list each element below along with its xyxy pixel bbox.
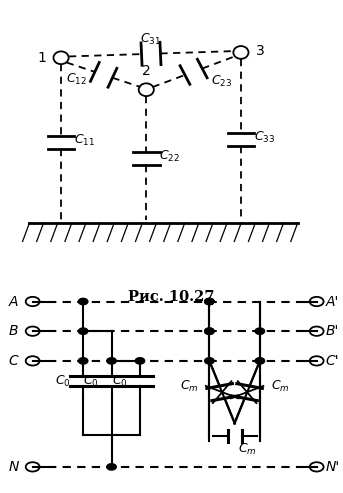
Circle shape [205, 328, 214, 334]
Text: $C_0$: $C_0$ [111, 374, 127, 388]
Circle shape [135, 358, 145, 364]
Text: 3: 3 [256, 44, 264, 58]
Text: C': C' [326, 354, 339, 368]
Text: $C_{31}$: $C_{31}$ [141, 32, 162, 47]
Text: B': B' [326, 324, 339, 338]
Text: Рис. 10.27: Рис. 10.27 [128, 290, 215, 304]
Text: A: A [9, 294, 19, 309]
Text: B: B [9, 324, 19, 338]
Text: 1: 1 [38, 51, 47, 65]
Text: $C_m$: $C_m$ [238, 442, 257, 458]
Text: $C_{22}$: $C_{22}$ [159, 149, 180, 164]
Circle shape [79, 298, 88, 305]
Text: C: C [9, 354, 19, 368]
Text: $C_0$: $C_0$ [83, 374, 99, 388]
Text: $C_{33}$: $C_{33}$ [254, 130, 275, 145]
Circle shape [79, 358, 88, 364]
Text: $C_m$: $C_m$ [179, 379, 198, 394]
Text: N: N [9, 460, 19, 474]
Circle shape [255, 358, 264, 364]
Circle shape [205, 358, 214, 364]
Text: $C_{23}$: $C_{23}$ [211, 74, 233, 89]
Text: N': N' [325, 460, 340, 474]
Circle shape [205, 298, 214, 305]
Text: $C_{11}$: $C_{11}$ [74, 133, 95, 148]
Text: A': A' [326, 294, 339, 309]
Circle shape [205, 298, 214, 305]
Circle shape [107, 358, 116, 364]
Text: 2: 2 [142, 64, 151, 78]
Text: $C_0$: $C_0$ [55, 374, 71, 388]
Circle shape [107, 464, 116, 470]
Circle shape [205, 328, 214, 334]
Text: $C_m$: $C_m$ [271, 379, 290, 394]
Text: $C_{12}$: $C_{12}$ [67, 71, 87, 87]
Circle shape [255, 328, 264, 334]
Circle shape [79, 328, 88, 334]
